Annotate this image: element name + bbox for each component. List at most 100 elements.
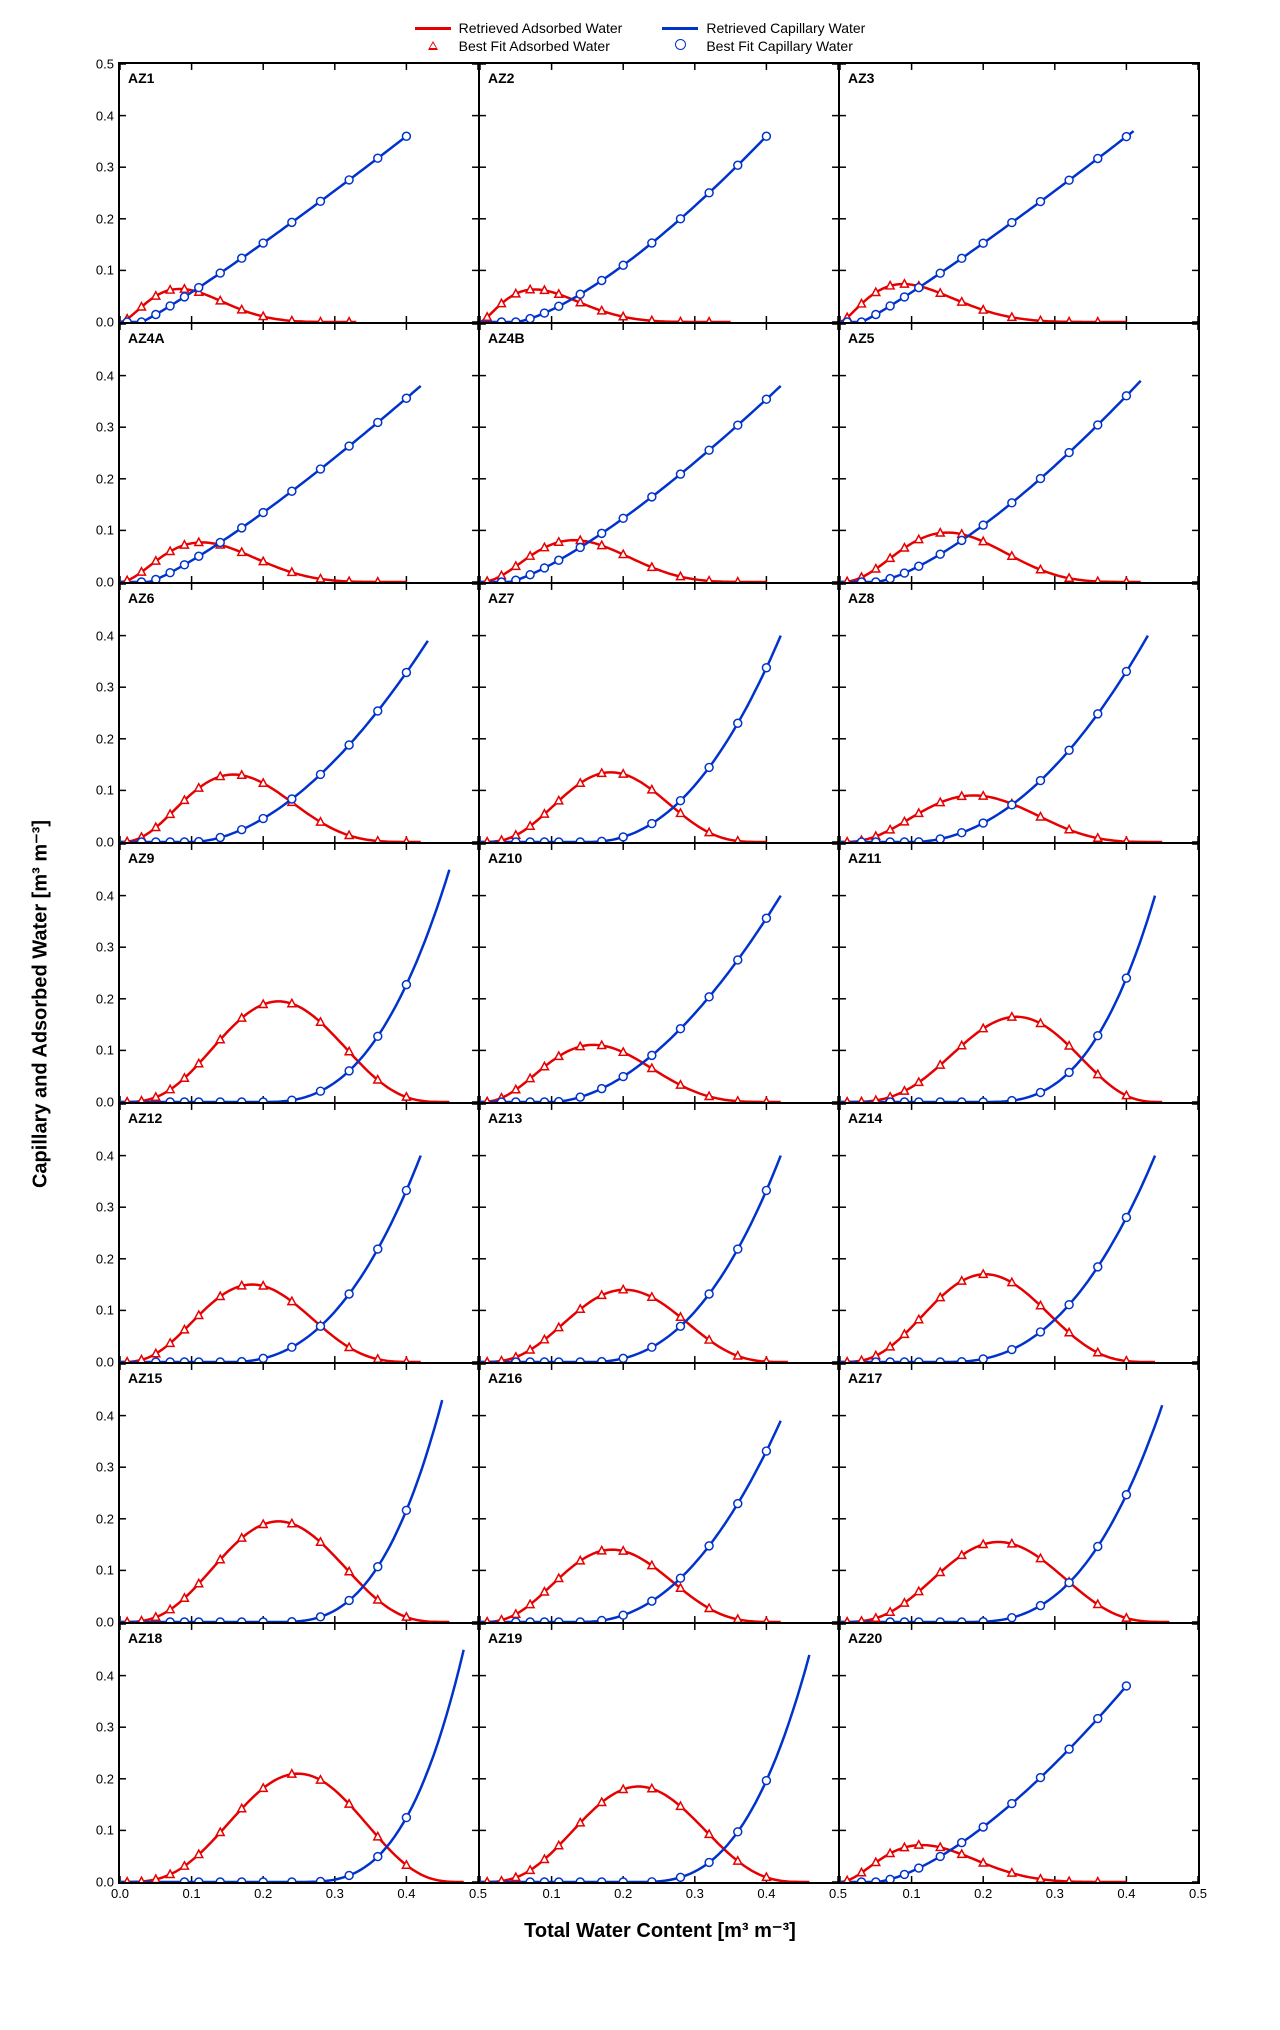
y-tick: 0.4 xyxy=(96,1148,120,1163)
y-tick: 0.1 xyxy=(96,1303,120,1318)
legend-circle-icon xyxy=(662,39,698,53)
y-tick: 0.3 xyxy=(96,1720,120,1735)
panel-label: AZ5 xyxy=(848,330,874,346)
y-tick: 0.3 xyxy=(96,1460,120,1475)
chart-panel: AZ90.00.10.20.30.4 xyxy=(118,842,480,1104)
chart-panel: AZ180.00.10.20.30.40.00.10.20.30.40.5 xyxy=(118,1622,480,1884)
legend-item-retrieved-adsorbed: Retrieved Adsorbed Water xyxy=(415,20,623,36)
chart-panel: AZ17 xyxy=(838,1362,1200,1624)
y-tick: 0.2 xyxy=(96,1251,120,1266)
panel-label: AZ8 xyxy=(848,590,874,606)
x-tick: 0.5 xyxy=(829,1882,847,1901)
panel-label: AZ17 xyxy=(848,1370,882,1386)
legend-line-icon xyxy=(662,27,698,30)
y-tick: 0.2 xyxy=(96,1511,120,1526)
legend-label: Best Fit Adsorbed Water xyxy=(459,38,610,54)
chart-panel: AZ10.00.10.20.30.40.5 xyxy=(118,62,480,324)
panel-label: AZ15 xyxy=(128,1370,162,1386)
figure: Capillary and Adsorbed Water [m³ m⁻³] AZ… xyxy=(40,64,1240,1943)
y-tick: 0.0 xyxy=(96,575,120,590)
chart-panel: AZ4A0.00.10.20.30.4 xyxy=(118,322,480,584)
panel-label: AZ2 xyxy=(488,70,514,86)
y-tick: 0.2 xyxy=(96,211,120,226)
x-tick: 0.1 xyxy=(903,1882,921,1901)
x-tick: 0.0 xyxy=(111,1882,129,1901)
y-tick: 0.3 xyxy=(96,160,120,175)
chart-panel: AZ8 xyxy=(838,582,1200,844)
x-tick: 0.1 xyxy=(543,1882,561,1901)
legend: Retrieved Adsorbed Water Best Fit Adsorb… xyxy=(20,20,1260,54)
x-tick: 0.3 xyxy=(1046,1882,1064,1901)
y-tick: 0.2 xyxy=(96,471,120,486)
y-tick: 0.3 xyxy=(96,680,120,695)
panel-label: AZ3 xyxy=(848,70,874,86)
y-tick: 0.1 xyxy=(96,1823,120,1838)
y-tick: 0.0 xyxy=(96,835,120,850)
panel-label: AZ9 xyxy=(128,850,154,866)
panel-label: AZ12 xyxy=(128,1110,162,1126)
chart-grid: AZ10.00.10.20.30.40.5 AZ2 AZ3 AZ4A0.00.10.2… xyxy=(120,64,1240,1884)
panel-label: AZ13 xyxy=(488,1110,522,1126)
x-tick: 0.5 xyxy=(469,1882,487,1901)
x-axis-label: Total Water Content [m³ m⁻³] xyxy=(120,1918,1200,1943)
panel-label: AZ20 xyxy=(848,1630,882,1646)
legend-item-retrieved-capillary: Retrieved Capillary Water xyxy=(662,20,865,36)
y-tick: 0.2 xyxy=(96,991,120,1006)
x-tick: 0.1 xyxy=(183,1882,201,1901)
panel-label: AZ18 xyxy=(128,1630,162,1646)
y-axis-label: Capillary and Adsorbed Water [m³ m⁻³] xyxy=(28,819,53,1187)
legend-label: Best Fit Capillary Water xyxy=(706,38,853,54)
x-tick: 0.2 xyxy=(614,1882,632,1901)
x-tick: 0.4 xyxy=(757,1882,775,1901)
y-tick: 0.0 xyxy=(96,1095,120,1110)
panel-label: AZ4B xyxy=(488,330,525,346)
x-tick: 0.4 xyxy=(397,1882,415,1901)
panel-label: AZ7 xyxy=(488,590,514,606)
chart-panel: AZ16 xyxy=(478,1362,840,1624)
y-tick: 0.2 xyxy=(96,1771,120,1786)
x-tick: 0.2 xyxy=(974,1882,992,1901)
chart-panel: AZ11 xyxy=(838,842,1200,1104)
y-tick: 0.1 xyxy=(96,263,120,278)
panel-label: AZ1 xyxy=(128,70,154,86)
chart-panel: AZ2 xyxy=(478,62,840,324)
chart-panel: AZ14 xyxy=(838,1102,1200,1364)
y-tick: 0.1 xyxy=(96,1043,120,1058)
y-tick: 0.5 xyxy=(96,57,120,72)
y-tick: 0.1 xyxy=(96,783,120,798)
chart-panel: AZ150.00.10.20.30.4 xyxy=(118,1362,480,1624)
chart-panel: AZ5 xyxy=(838,322,1200,584)
y-tick: 0.4 xyxy=(96,1668,120,1683)
legend-item-bestfit-adsorbed: Best Fit Adsorbed Water xyxy=(415,38,623,54)
panel-label: AZ10 xyxy=(488,850,522,866)
panel-label: AZ11 xyxy=(848,850,881,866)
chart-panel: AZ10 xyxy=(478,842,840,1104)
y-tick: 0.4 xyxy=(96,1408,120,1423)
legend-label: Retrieved Adsorbed Water xyxy=(459,20,623,36)
chart-panel: AZ60.00.10.20.30.4 xyxy=(118,582,480,844)
legend-triangle-icon xyxy=(415,39,451,53)
y-tick: 0.0 xyxy=(96,1355,120,1370)
y-tick: 0.3 xyxy=(96,1200,120,1215)
legend-label: Retrieved Capillary Water xyxy=(706,20,865,36)
chart-panel: AZ7 xyxy=(478,582,840,844)
y-tick: 0.0 xyxy=(96,1615,120,1630)
x-tick: 0.3 xyxy=(326,1882,344,1901)
panel-label: AZ6 xyxy=(128,590,154,606)
legend-item-bestfit-capillary: Best Fit Capillary Water xyxy=(662,38,865,54)
panel-label: AZ14 xyxy=(848,1110,882,1126)
y-tick: 0.4 xyxy=(96,628,120,643)
chart-panel: AZ4B xyxy=(478,322,840,584)
y-tick: 0.4 xyxy=(96,368,120,383)
x-tick: 0.3 xyxy=(686,1882,704,1901)
chart-panel: AZ190.10.20.30.40.5 xyxy=(478,1622,840,1884)
y-tick: 0.4 xyxy=(96,888,120,903)
chart-panel: AZ120.00.10.20.30.4 xyxy=(118,1102,480,1364)
panel-label: AZ19 xyxy=(488,1630,522,1646)
chart-panel: AZ3 xyxy=(838,62,1200,324)
legend-line-icon xyxy=(415,27,451,30)
y-tick: 0.1 xyxy=(96,523,120,538)
y-tick: 0.4 xyxy=(96,108,120,123)
panel-label: AZ4A xyxy=(128,330,165,346)
x-tick: 0.2 xyxy=(254,1882,272,1901)
